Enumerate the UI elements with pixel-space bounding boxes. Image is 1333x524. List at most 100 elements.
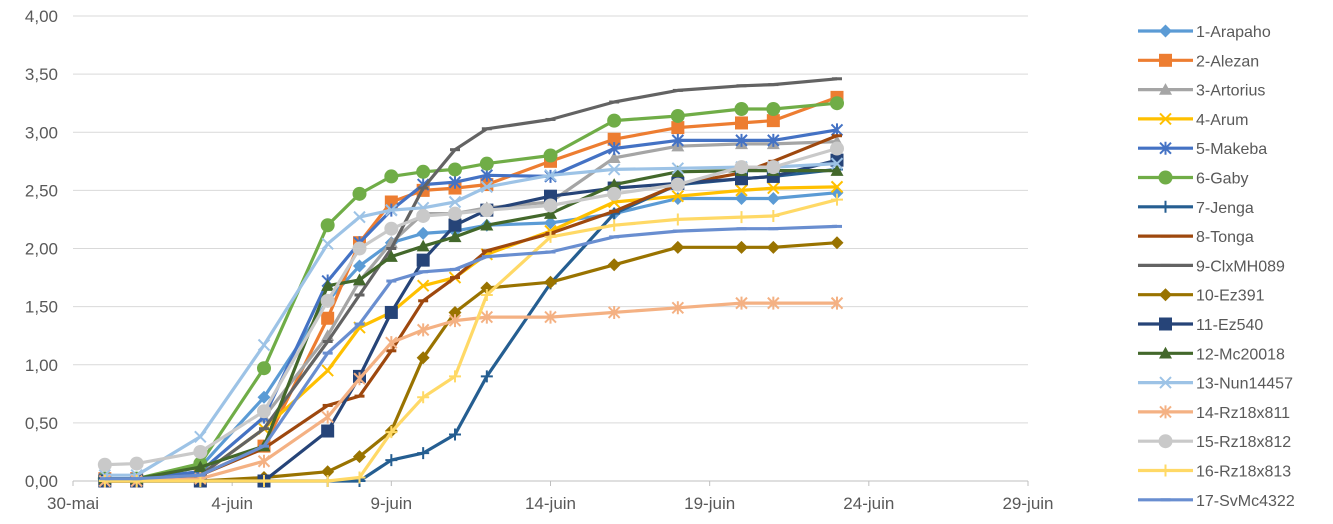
data-point (830, 157, 844, 170)
data-point (321, 237, 334, 251)
data-point (257, 454, 271, 468)
data-point (321, 410, 334, 424)
legend-entry: 13-Nun14457 (1138, 376, 1293, 393)
data-point (767, 133, 780, 147)
data-point (735, 240, 748, 254)
x-tick-label: 19-juin (684, 494, 735, 513)
data-point (734, 102, 749, 116)
legend-entry: 16-Rz18x813 (1138, 464, 1291, 481)
legend-entry: 17-SvMc4322 (1138, 493, 1295, 510)
y-tick-label: 4,00 (25, 7, 58, 26)
y-tick-label: 3,50 (25, 65, 58, 84)
series-14-Rz18x811 (98, 296, 844, 488)
data-point (257, 390, 271, 404)
series-6-Gaby (97, 96, 844, 486)
legend-entry: 7-Jenga (1138, 200, 1254, 217)
legend-entry: 12-Mc20018 (1138, 346, 1285, 363)
series-line (104, 146, 838, 467)
data-point (353, 259, 366, 273)
series-11-Ez540 (98, 153, 844, 488)
legend-entry: 11-Ez540 (1138, 317, 1263, 334)
data-point (480, 370, 493, 383)
data-point (1159, 200, 1172, 213)
data-point (353, 450, 366, 464)
data-point (607, 186, 622, 201)
data-point (353, 372, 366, 386)
data-point (767, 181, 780, 195)
data-point (544, 207, 557, 219)
data-point (384, 169, 399, 184)
legend-label: 7-Jenga (1196, 200, 1254, 217)
data-point (670, 108, 685, 123)
data-point (258, 475, 270, 487)
x-tick-label: 30-mai (47, 494, 99, 513)
data-point (416, 239, 430, 252)
data-point (544, 230, 557, 243)
data-point (735, 116, 748, 130)
data-point (671, 162, 685, 175)
data-point (830, 180, 844, 194)
legend-label: 10-Ez391 (1196, 288, 1265, 305)
data-point (607, 113, 622, 128)
data-point (830, 96, 844, 111)
data-point (416, 323, 430, 337)
data-point (97, 457, 112, 472)
data-point (544, 216, 557, 230)
legend-label: 2-Alezan (1196, 53, 1259, 70)
data-point (449, 428, 461, 441)
axis-labels: 0,00 0,50 1,00 1,50 2,00 2,50 3,00 3,50 4,00 30-m… (25, 7, 1054, 513)
legend-label: 9-ClxMH089 (1196, 258, 1285, 275)
series-2-Alezan (98, 90, 844, 486)
data-point (1159, 83, 1172, 95)
data-point (830, 296, 844, 310)
legend-label: 5-Makeba (1196, 141, 1267, 158)
series-line (104, 241, 838, 483)
data-point (416, 226, 430, 240)
legend-entry: 8-Tonga (1138, 229, 1254, 246)
data-point (734, 160, 749, 175)
y-tick-label: 1,50 (25, 298, 58, 317)
legend-entry: 6-Gaby (1138, 170, 1248, 188)
data-point (544, 310, 557, 324)
data-point (384, 250, 398, 262)
data-point (448, 162, 462, 177)
x-tick-label: 29-juin (1002, 494, 1053, 513)
legend-label: 8-Tonga (1196, 229, 1254, 246)
data-point (98, 475, 111, 487)
data-point (766, 102, 781, 116)
x-tick-label: 24-juin (843, 494, 894, 513)
data-point (384, 221, 399, 236)
data-point (480, 180, 494, 194)
y-tick-label: 0,00 (25, 472, 58, 491)
data-point (385, 203, 398, 217)
data-point (129, 456, 144, 471)
data-point (1158, 434, 1173, 449)
data-point (385, 426, 398, 439)
data-point (194, 475, 207, 487)
data-point (321, 364, 334, 377)
data-point (671, 301, 685, 315)
data-point (671, 192, 685, 206)
data-point (352, 241, 367, 256)
data-point (766, 114, 780, 128)
legend-label: 13-Nun14457 (1196, 376, 1293, 393)
data-point (830, 164, 844, 176)
data-point (321, 279, 335, 291)
data-point (544, 275, 557, 289)
data-point (766, 160, 781, 175)
series-line (104, 301, 837, 483)
data-point (385, 454, 398, 467)
legend-entry: 15-Rz18x812 (1138, 434, 1291, 451)
data-point (1159, 317, 1172, 331)
data-point (1159, 346, 1172, 359)
data-point (448, 195, 462, 209)
data-point (767, 209, 780, 222)
data-point (193, 460, 207, 473)
data-point (671, 189, 685, 203)
data-point (1159, 288, 1172, 302)
data-point (416, 253, 430, 267)
data-point (766, 192, 780, 206)
data-point (1159, 141, 1172, 155)
data-point (671, 133, 685, 147)
